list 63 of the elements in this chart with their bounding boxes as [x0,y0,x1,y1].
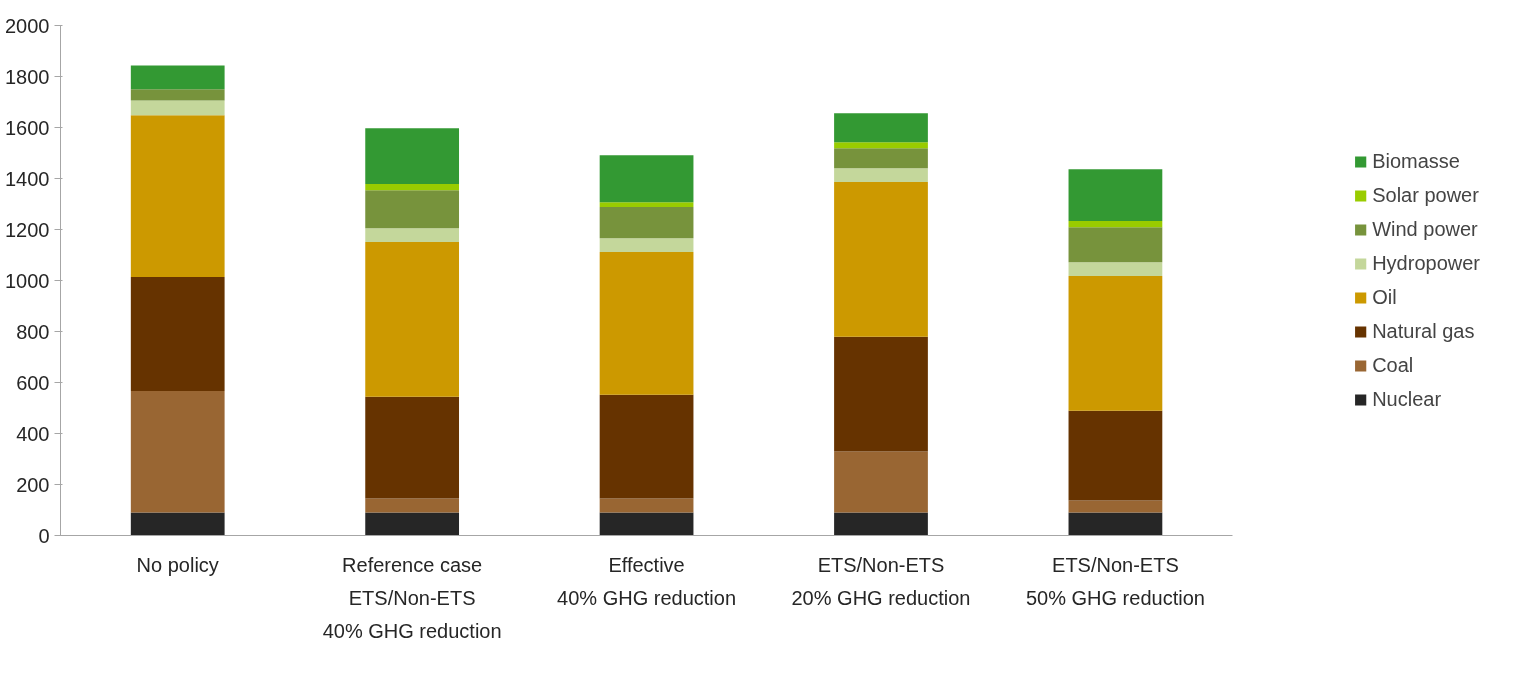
bar [599,498,694,513]
bar [834,113,928,143]
bar [834,182,928,337]
bar [1068,221,1163,228]
bar [834,168,928,183]
y-tick-label: 1000 [5,269,50,292]
bar [130,89,225,101]
bar [599,512,694,536]
bar [130,115,225,277]
y-tick-label: 800 [16,320,50,343]
bar [1068,262,1163,276]
y-tick-label: 400 [16,422,50,445]
bar [365,241,460,397]
bar [365,184,460,191]
bar [834,142,928,149]
bar [365,190,460,229]
bar [1068,169,1163,222]
bar [599,251,694,395]
legend-label: Hydropower [1372,251,1480,275]
y-tick-label: 1200 [5,218,50,241]
bar [599,207,694,239]
bar [599,202,694,208]
bar [365,228,460,242]
bar [365,128,460,185]
y-tick-label: 1400 [5,167,50,190]
bar [130,512,225,536]
bar [1068,275,1163,411]
legend-label: Biomasse [1372,149,1460,173]
bar [365,512,460,536]
x-tick-label: No policy [136,553,219,576]
bar [1068,500,1163,513]
category-label: ETS/Non-ETS 20% GHG reduction [791,553,971,609]
bar [599,238,694,252]
bar [834,336,928,452]
bar [599,394,694,499]
bar [599,155,694,203]
y-tick-label: 2000 [5,14,50,37]
legend-label: Solar power [1372,183,1479,207]
bar [834,148,928,169]
bar [1068,410,1163,501]
bar [130,276,225,391]
bar [130,65,225,90]
bar [1068,227,1163,263]
legend-label: Nuclear [1372,387,1442,411]
bar [834,512,928,536]
legend-label: Natural gas [1372,319,1475,343]
y-tick-label: 600 [16,371,50,394]
bar [365,498,460,513]
bar [365,396,460,499]
y-tick-label: 1600 [5,116,50,139]
bar [1068,512,1163,536]
y-tick-label: 200 [16,473,50,496]
y-tick-label: 1800 [5,65,50,88]
bar [130,390,225,513]
category-label: Reference case ETS/Non-ETS 40% GHG reduction [322,553,502,642]
y-tick-label: 0 [38,524,50,547]
legend-label: Wind power [1372,217,1478,241]
legend-label: Oil [1372,285,1397,309]
legend-label: Coal [1372,353,1414,377]
category-label: ETS/Non-ETS 50% GHG reduction [1025,553,1205,609]
bar [130,100,225,116]
bar [834,451,928,513]
category-label: Effective 40% GHG reduction [557,553,737,609]
